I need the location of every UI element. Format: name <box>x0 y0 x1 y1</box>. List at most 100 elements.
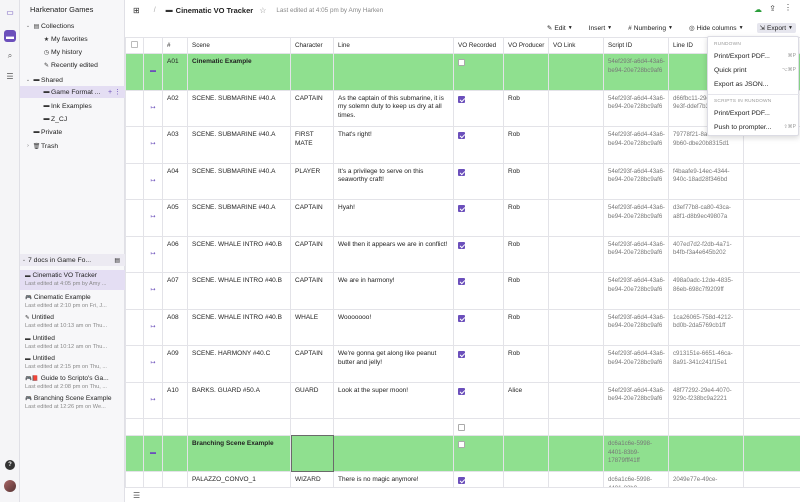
tree-item[interactable]: ▬ Private <box>20 126 125 138</box>
column-header[interactable]: VO Producer <box>503 37 549 54</box>
script-icon[interactable]: ▬ <box>143 53 163 91</box>
list-icon[interactable]: ☰ <box>6 71 14 81</box>
workspace-title[interactable]: Harkenator Games <box>30 5 94 14</box>
cell-scene[interactable]: SCENE. SUBMARINE #40.A <box>187 199 291 237</box>
line-arrow-icon[interactable]: ↦ <box>143 471 163 487</box>
cell-line[interactable]: Wooooooo! <box>333 308 454 346</box>
cell-vo-recorded[interactable] <box>453 434 504 473</box>
vo-recorded-checkbox[interactable] <box>458 132 465 139</box>
scene-header-row[interactable]: ▬ Branching Scene Example dc6a1c6e-5998-44… <box>125 434 800 473</box>
cell-scene[interactable]: PALAZZO_CONVO_1 <box>187 471 291 487</box>
app-logo-icon[interactable]: ▭ <box>6 7 14 17</box>
docs-header[interactable]: ⌄ 7 docs in Game Fo... ▤ <box>20 254 125 266</box>
avatar[interactable] <box>4 480 16 492</box>
scene-header-row[interactable]: ▬ A01 Cinematic Example 54ef293f-a6d4-43a6-… <box>125 53 800 91</box>
table-row[interactable]: ↦ A09 SCENE. HARMONY #40.C CAPTAIN We're gon… <box>125 345 800 383</box>
cell-vo-recorded[interactable] <box>453 126 504 164</box>
doc-title[interactable]: Cinematic VO Tracker <box>175 5 254 15</box>
cell-character[interactable] <box>290 418 334 436</box>
cell-character[interactable]: WIZARD <box>290 471 334 487</box>
cell-vo-link[interactable] <box>548 126 604 164</box>
cell-line[interactable] <box>333 434 454 473</box>
tree-item[interactable]: ⌄ ▬ Shared <box>20 74 125 86</box>
cell-num[interactable] <box>162 418 188 436</box>
cell-num[interactable]: A02 <box>162 89 188 127</box>
hide-columns-button[interactable]: ◎ Hide columns ▼ <box>688 24 744 33</box>
cell-scene[interactable]: SCENE. HARMONY #40.C <box>187 345 291 383</box>
table-row[interactable]: ↦ A05 SCENE. SUBMARINE #40.A CAPTAIN Hyah! Ro… <box>125 199 800 237</box>
cell-vo-recorded[interactable] <box>453 418 504 436</box>
cell-character[interactable]: GUARD <box>290 381 334 419</box>
vo-recorded-checkbox[interactable] <box>458 59 465 66</box>
cell-scene[interactable]: Cinematic Example <box>187 53 291 91</box>
row-select-cell[interactable] <box>125 308 144 346</box>
line-arrow-icon[interactable]: ↦ <box>143 199 163 237</box>
line-arrow-icon[interactable]: ↦ <box>143 381 163 419</box>
vo-recorded-checkbox[interactable] <box>458 205 465 212</box>
cell-character[interactable]: PLAYER <box>290 162 334 200</box>
more-icon[interactable]: ⋮ <box>784 3 792 12</box>
cell-num[interactable]: A01 <box>162 53 188 91</box>
tree-item[interactable]: ▬ Ink Examples <box>20 100 125 112</box>
cell-character[interactable]: CAPTAIN <box>290 89 334 127</box>
chevron-down-icon[interactable]: ⌄ <box>21 257 27 263</box>
vo-recorded-checkbox[interactable] <box>458 241 465 249</box>
cell-scene[interactable]: SCENE. WHALE INTRO #40.B <box>187 235 291 273</box>
line-arrow-icon[interactable]: ↦ <box>143 272 163 310</box>
cell-vo-recorded[interactable] <box>453 381 504 419</box>
row-select-cell[interactable] <box>125 162 144 200</box>
tree-item[interactable]: ★ My favorites <box>20 33 125 45</box>
cell-producer[interactable] <box>503 434 549 473</box>
new-doc-icon[interactable]: ▤ <box>114 257 120 264</box>
search-icon[interactable]: ⌕ <box>7 51 13 60</box>
line-arrow-icon[interactable]: ↦ <box>143 162 163 200</box>
chevron-icon[interactable]: ⌄ <box>25 23 31 29</box>
table-row[interactable]: ↦ A06 SCENE. WHALE INTRO #40.B CAPTAIN Well … <box>125 235 800 273</box>
cell-num[interactable]: A08 <box>162 308 188 346</box>
cell-num[interactable] <box>162 471 188 487</box>
cell-line[interactable]: Well then it appears we are in conflict! <box>333 235 454 273</box>
cell-vo-link[interactable] <box>548 162 604 200</box>
cell-line[interactable]: We are in harmony! <box>333 272 454 310</box>
cell-character[interactable]: CAPTAIN <box>290 235 334 273</box>
chevron-icon[interactable]: › <box>27 143 29 149</box>
row-select-cell[interactable] <box>125 126 144 164</box>
cell-num[interactable] <box>162 434 188 473</box>
cell-num[interactable]: A05 <box>162 199 188 237</box>
cell-character[interactable]: FIRST MATE <box>290 126 334 164</box>
cell-character[interactable]: WHALE <box>290 308 334 346</box>
row-select-cell[interactable] <box>125 235 144 273</box>
table-row[interactable]: ↦ A07 SCENE. WHALE INTRO #40.B CAPTAIN We ar… <box>125 272 800 310</box>
cell-line[interactable] <box>333 53 454 91</box>
edit-menu-button[interactable]: ✎ Edit ▼ <box>546 24 573 33</box>
cell-vo-recorded[interactable] <box>453 345 504 383</box>
export-menu-button[interactable]: ⇲ Export ▼ <box>756 23 796 33</box>
cell-vo-recorded[interactable] <box>453 471 504 487</box>
cell-vo-link[interactable] <box>548 235 604 273</box>
cell-vo-recorded[interactable] <box>453 89 504 127</box>
line-arrow-icon[interactable]: ↦ <box>143 89 163 127</box>
column-header[interactable]: VO Recorded <box>453 37 504 54</box>
cell-character[interactable] <box>290 53 334 91</box>
script-icon[interactable]: ▬ <box>143 434 163 473</box>
cell-line[interactable]: We're gonna get along like peanut butter… <box>333 345 454 383</box>
cell-producer[interactable]: Rob <box>503 272 549 310</box>
cell-producer[interactable]: Rob <box>503 162 549 200</box>
cell-vo-recorded[interactable] <box>453 308 504 346</box>
column-header[interactable]: Line <box>333 37 454 54</box>
doc-list-item[interactable]: 🎮📕 Guide to Scripto's Ga... Last edited at… <box>20 373 125 393</box>
cell-scene[interactable] <box>187 418 291 436</box>
sidebar-toggle-icon[interactable]: ⊞ <box>133 5 140 15</box>
tree-item[interactable]: › 🗑 Trash <box>20 140 125 152</box>
chevron-icon[interactable]: ⌄ <box>25 77 31 83</box>
row-select-cell[interactable] <box>125 471 144 487</box>
table-row[interactable]: ↦ A08 SCENE. WHALE INTRO #40.B WHALE Woooooo… <box>125 308 800 346</box>
cell-producer[interactable]: Rob <box>503 199 549 237</box>
column-header[interactable]: Character <box>290 37 334 54</box>
table-row[interactable]: ↦ A02 SCENE. SUBMARINE #40.A CAPTAIN As the … <box>125 89 800 127</box>
cell-vo-recorded[interactable] <box>453 162 504 200</box>
cell-producer[interactable]: Rob <box>503 308 549 346</box>
cell-vo-recorded[interactable] <box>453 272 504 310</box>
numbering-menu-button[interactable]: # Numbering ▼ <box>628 24 673 32</box>
line-arrow-icon[interactable]: ↦ <box>143 126 163 164</box>
